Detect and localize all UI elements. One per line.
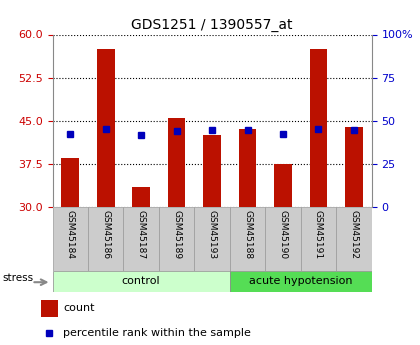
- Bar: [41, 300, 58, 317]
- Bar: [203, 135, 221, 207]
- Bar: [52, 207, 88, 271]
- Text: count: count: [63, 303, 94, 313]
- Bar: [239, 129, 257, 207]
- Text: acute hypotension: acute hypotension: [249, 276, 352, 286]
- Text: GSM45187: GSM45187: [136, 210, 146, 259]
- Text: GSM45189: GSM45189: [172, 210, 181, 259]
- Bar: [301, 207, 336, 271]
- Text: control: control: [122, 276, 160, 286]
- Bar: [61, 158, 79, 207]
- Bar: [336, 207, 372, 271]
- Bar: [230, 207, 265, 271]
- Bar: [274, 164, 292, 207]
- Bar: [265, 207, 301, 271]
- Text: GSM45186: GSM45186: [101, 210, 110, 259]
- Bar: [345, 127, 363, 207]
- Text: GSM45184: GSM45184: [66, 210, 75, 259]
- Bar: [88, 207, 123, 271]
- Bar: [123, 207, 159, 271]
- Bar: [194, 207, 230, 271]
- Text: GSM45191: GSM45191: [314, 210, 323, 259]
- Bar: [159, 207, 194, 271]
- Text: percentile rank within the sample: percentile rank within the sample: [63, 328, 251, 338]
- Text: stress: stress: [3, 273, 34, 283]
- Bar: [310, 49, 327, 207]
- Text: GSM45192: GSM45192: [349, 210, 358, 259]
- Bar: [52, 271, 230, 292]
- Bar: [168, 118, 186, 207]
- Text: GSM45188: GSM45188: [243, 210, 252, 259]
- Bar: [230, 271, 372, 292]
- Text: GSM45190: GSM45190: [278, 210, 288, 259]
- Bar: [132, 187, 150, 207]
- Text: GSM45193: GSM45193: [207, 210, 217, 259]
- Bar: [97, 49, 115, 207]
- Title: GDS1251 / 1390557_at: GDS1251 / 1390557_at: [131, 18, 293, 32]
